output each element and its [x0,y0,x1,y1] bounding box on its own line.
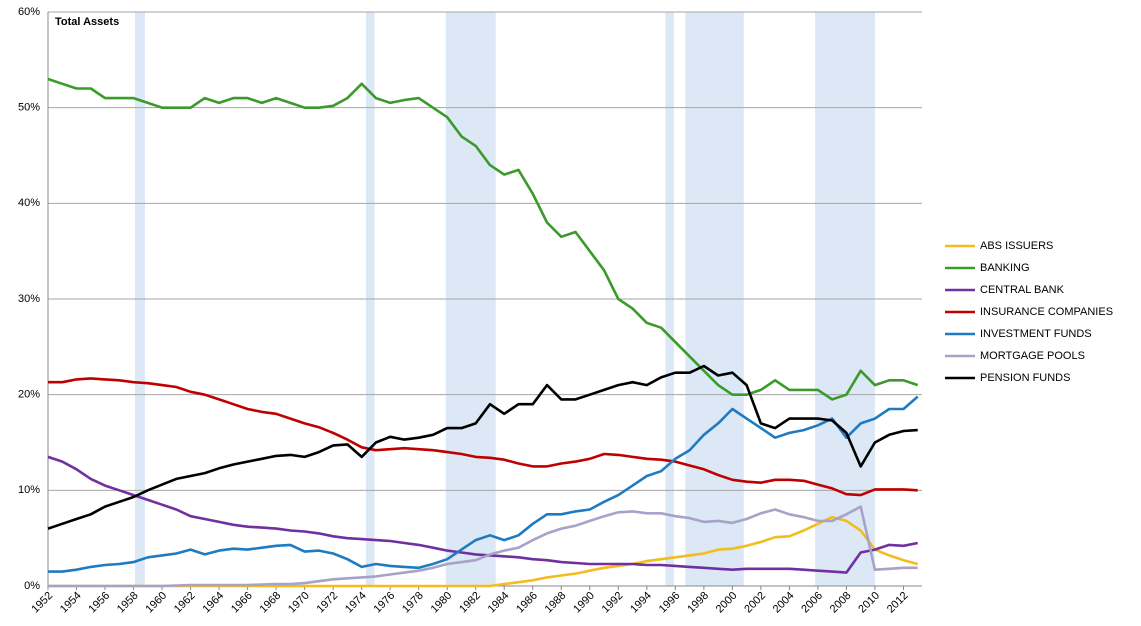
x-tick-label: 1960 [143,590,169,616]
x-tick-label: 1990 [571,590,597,616]
x-tick-label: 1976 [372,590,398,616]
legend-label: ABS ISSUERS [980,240,1053,252]
x-tick-label: 2000 [714,590,740,616]
x-tick-label: 1984 [486,590,512,616]
x-tick-label: 1974 [343,590,369,616]
x-tick-label: 1958 [115,590,141,616]
series-line [48,505,918,588]
y-tick-label: 50% [18,102,40,114]
series-line [48,377,918,497]
x-tick-label: 1996 [657,590,683,616]
x-tick-label: 1980 [429,590,455,616]
y-tick-label: 20% [18,389,40,401]
legend-label: BANKING [980,262,1030,274]
y-tick-label: 0% [24,580,40,592]
legend-label: MORTGAGE POOLS [980,350,1085,362]
series-line [47,77,919,401]
x-tick-label: 2010 [856,590,882,616]
series-line [47,364,918,530]
x-tick-label: 2008 [828,590,854,616]
x-tick-label: 2012 [885,590,911,616]
plot-background [48,11,922,587]
x-tick-label: 1954 [58,590,84,616]
y-tick-label: 60% [18,6,40,18]
legend-label: PENSION FUNDS [980,372,1070,384]
legend-label: CENTRAL BANK [980,284,1065,296]
x-tick-label: 1986 [514,590,540,616]
x-tick-label: 1970 [286,590,312,616]
x-tick-label: 1982 [457,590,483,616]
legend-label: INVESTMENT FUNDS [980,328,1092,340]
series-line [48,395,919,573]
x-tick-label: 1988 [543,590,569,616]
x-tick-label: 1978 [400,590,426,616]
x-tick-label: 1968 [258,590,284,616]
series-line [47,455,918,574]
x-tick-label: 1998 [685,590,711,616]
x-tick-label: 1964 [200,590,226,616]
x-tick-label: 1992 [600,590,626,616]
y-tick-label: 10% [18,484,40,496]
x-tick-label: 1952 [29,590,55,616]
legend-label: INSURANCE COMPANIES [980,306,1113,318]
x-tick-label: 1966 [229,590,255,616]
x-tick-label: 1972 [315,590,341,616]
x-tick-label: 2004 [771,590,797,616]
y-tick-label: 30% [18,293,40,305]
x-tick-label: 1962 [172,590,198,616]
chart-title: Total Assets [55,16,119,28]
x-tick-label: 1994 [628,590,654,616]
x-tick-label: 2002 [742,590,768,616]
y-tick-label: 40% [18,197,40,209]
x-tick-label: 1956 [86,590,112,616]
x-tick-label: 2006 [799,590,825,616]
